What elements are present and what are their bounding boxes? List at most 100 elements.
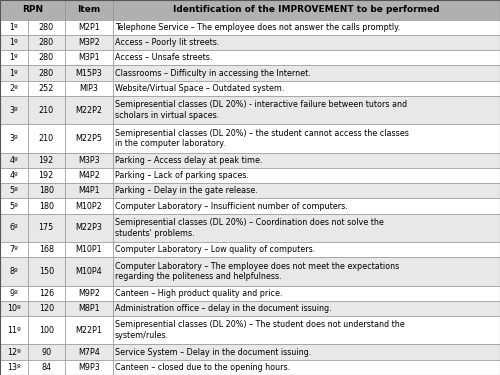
Text: 192: 192 (38, 156, 54, 165)
Bar (65, 345, 112, 360)
Text: 3º: 3º (10, 106, 18, 115)
Bar (28, 183, 65, 198)
Bar (28, 286, 65, 301)
Text: 120: 120 (38, 304, 54, 313)
Bar (112, 183, 500, 198)
Bar (112, 81, 500, 96)
Bar (65, 81, 112, 96)
Bar (65, 360, 112, 375)
Text: Identification of the IMPROVEMENT to be performed: Identification of the IMPROVEMENT to be … (173, 5, 440, 14)
Text: 7º: 7º (10, 245, 18, 254)
Bar (65, 198, 112, 214)
Text: Service System – Delay in the document issuing.: Service System – Delay in the document i… (115, 348, 311, 357)
Bar (65, 35, 112, 50)
Bar (0, 316, 28, 345)
Text: 2º: 2º (10, 84, 18, 93)
Text: 5º: 5º (10, 186, 18, 195)
Text: Telephone Service – The employee does not answer the calls promptly.: Telephone Service – The employee does no… (115, 23, 400, 32)
Bar (112, 242, 500, 257)
Text: 13º: 13º (7, 363, 20, 372)
Text: Parking – Access delay at peak time.: Parking – Access delay at peak time. (115, 156, 262, 165)
Bar (0, 257, 28, 286)
Bar (28, 81, 65, 96)
Text: M8P1: M8P1 (78, 304, 100, 313)
Bar (28, 360, 65, 375)
Text: 6º: 6º (10, 224, 18, 232)
Text: RPN: RPN (22, 5, 43, 14)
Bar (112, 153, 500, 168)
Text: Access – Unsafe streets.: Access – Unsafe streets. (115, 53, 212, 62)
Text: Canteen – closed due to the opening hours.: Canteen – closed due to the opening hour… (115, 363, 290, 372)
Text: M15P3: M15P3 (76, 69, 102, 78)
Bar (28, 50, 65, 65)
Text: M22P3: M22P3 (76, 224, 102, 232)
Bar (0, 198, 28, 214)
Bar (65, 286, 112, 301)
Bar (0, 168, 28, 183)
Text: M10P1: M10P1 (76, 245, 102, 254)
Text: 10º: 10º (7, 304, 20, 313)
Bar (65, 316, 112, 345)
Bar (0, 124, 28, 153)
Text: 90: 90 (41, 348, 51, 357)
Bar (28, 316, 65, 345)
Text: 100: 100 (39, 326, 54, 335)
Bar (112, 345, 500, 360)
Text: M22P1: M22P1 (76, 326, 102, 335)
Bar (28, 20, 65, 35)
Text: 210: 210 (38, 106, 54, 115)
Text: Item: Item (77, 5, 100, 14)
Bar (112, 0, 500, 20)
Text: M10P2: M10P2 (76, 201, 102, 210)
Bar (112, 124, 500, 153)
Text: Access – Poorly lit streets.: Access – Poorly lit streets. (115, 38, 220, 47)
Text: 280: 280 (38, 38, 54, 47)
Bar (0, 153, 28, 168)
Bar (0, 345, 28, 360)
Bar (112, 50, 500, 65)
Text: 126: 126 (38, 289, 54, 298)
Bar (0, 242, 28, 257)
Bar (65, 124, 112, 153)
Text: 180: 180 (39, 186, 54, 195)
Bar (0, 50, 28, 65)
Bar (112, 168, 500, 183)
Bar (65, 214, 112, 242)
Text: M2P1: M2P1 (78, 23, 100, 32)
Text: 12º: 12º (7, 348, 20, 357)
Bar (0, 96, 28, 124)
Text: 11º: 11º (7, 326, 20, 335)
Text: 210: 210 (38, 134, 54, 143)
Bar (0, 360, 28, 375)
Text: 280: 280 (38, 69, 54, 78)
Bar (112, 286, 500, 301)
Text: Semipresential classes (DL 20%) - interactive failure between tutors and
scholar: Semipresential classes (DL 20%) - intera… (115, 100, 407, 120)
Text: 1º: 1º (10, 23, 18, 32)
Text: 84: 84 (41, 363, 51, 372)
Bar (112, 96, 500, 124)
Bar (112, 20, 500, 35)
Text: Computer Laboratory – Low quality of computers.: Computer Laboratory – Low quality of com… (115, 245, 316, 254)
Text: 252: 252 (38, 84, 54, 93)
Bar (65, 65, 112, 81)
Text: 4º: 4º (10, 156, 18, 165)
Text: Computer Laboratory – Insufficient number of computers.: Computer Laboratory – Insufficient numbe… (115, 201, 348, 210)
Text: 1º: 1º (10, 53, 18, 62)
Bar (65, 96, 112, 124)
Bar (65, 257, 112, 286)
Bar (65, 50, 112, 65)
Bar (65, 0, 112, 20)
Text: 280: 280 (38, 53, 54, 62)
Text: 1º: 1º (10, 69, 18, 78)
Bar (0, 286, 28, 301)
Bar (28, 168, 65, 183)
Bar (112, 35, 500, 50)
Bar (0, 183, 28, 198)
Bar (112, 198, 500, 214)
Text: 280: 280 (38, 23, 54, 32)
Text: Semipresential classes (DL 20%) – The student does not understand the
system/rul: Semipresential classes (DL 20%) – The st… (115, 320, 405, 340)
Bar (28, 345, 65, 360)
Text: 9º: 9º (10, 289, 18, 298)
Bar (0, 301, 28, 316)
Bar (28, 214, 65, 242)
